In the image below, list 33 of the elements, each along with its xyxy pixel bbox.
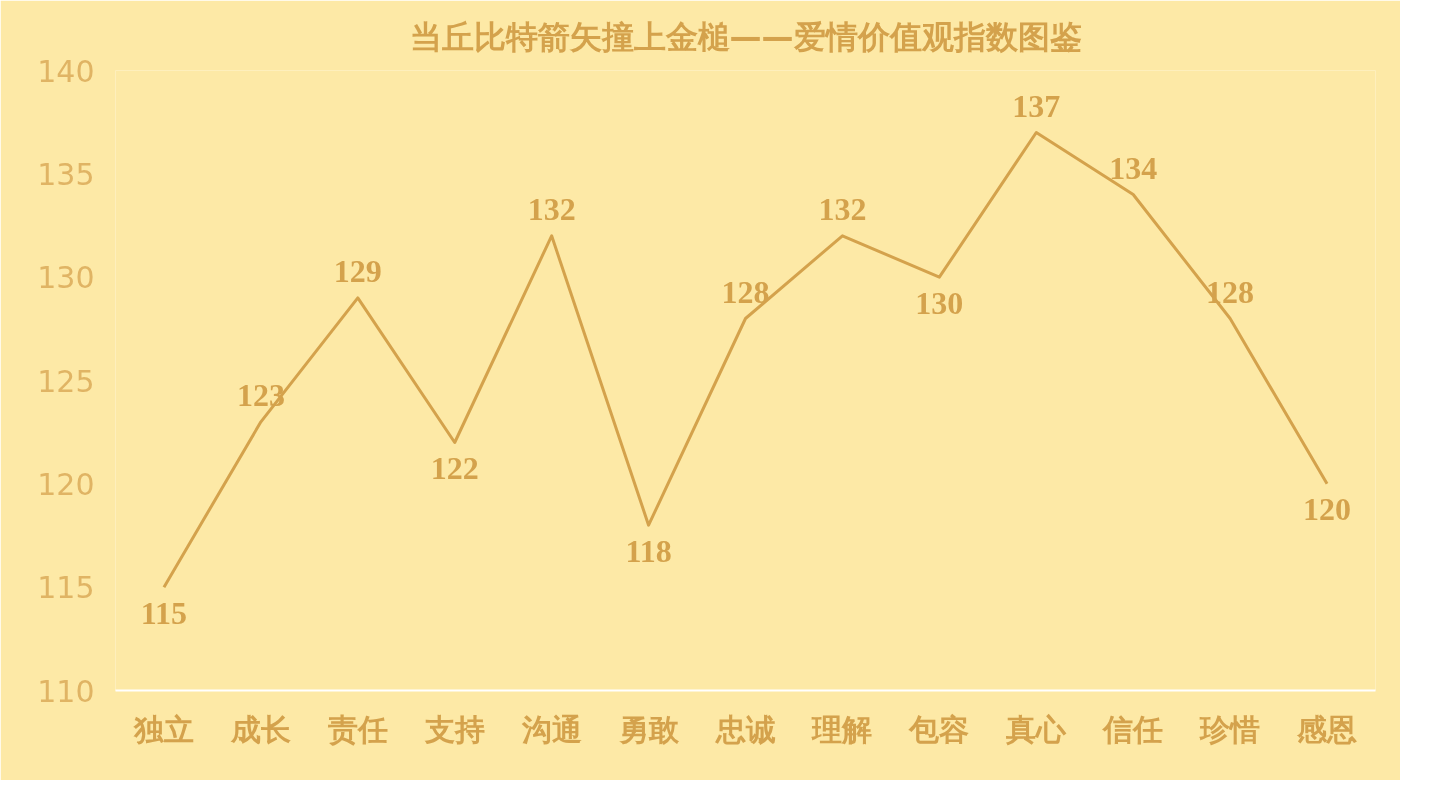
- x-tick-label: 忠诚: [714, 711, 776, 747]
- data-label: 130: [915, 284, 964, 321]
- y-tick-label: 110: [37, 673, 95, 709]
- y-tick-label: 125: [37, 363, 95, 399]
- x-tick-label: 独立: [132, 711, 194, 747]
- x-tick-label: 珍惜: [1199, 711, 1261, 747]
- y-tick-label: 120: [37, 466, 95, 502]
- x-tick-label: 沟通: [520, 711, 582, 747]
- data-label: 132: [527, 191, 576, 228]
- x-tick-label: 责任: [326, 711, 388, 747]
- x-tick-label: 感恩: [1296, 711, 1358, 747]
- data-label: 122: [430, 450, 479, 486]
- x-tick-label: 支持: [423, 711, 485, 747]
- x-tick-label: 勇敢: [618, 711, 680, 747]
- data-label: 115: [140, 594, 188, 631]
- x-tick-label: 理解: [811, 711, 873, 747]
- x-tick-label: 信任: [1102, 711, 1164, 747]
- y-tick-label: 130: [37, 260, 95, 296]
- data-label: 132: [818, 191, 867, 228]
- x-tick-label: 包容: [908, 711, 970, 747]
- data-label: 120: [1303, 491, 1352, 528]
- y-tick-label: 115: [37, 570, 95, 606]
- y-tick-label: 140: [37, 53, 95, 89]
- x-tick-label: 成长: [229, 711, 291, 747]
- data-label: 137: [1012, 88, 1061, 124]
- data-label: 118: [625, 532, 672, 569]
- data-label: 123: [236, 377, 285, 414]
- data-label: 129: [333, 253, 382, 290]
- data-label: 128: [721, 274, 770, 310]
- x-tick-label: 真心: [1005, 711, 1068, 747]
- chart-title: 当丘比特箭矢撞上金槌——爱情价值观指数图鉴: [409, 17, 1082, 56]
- data-label: 134: [1109, 150, 1158, 186]
- y-tick-label: 135: [37, 156, 95, 192]
